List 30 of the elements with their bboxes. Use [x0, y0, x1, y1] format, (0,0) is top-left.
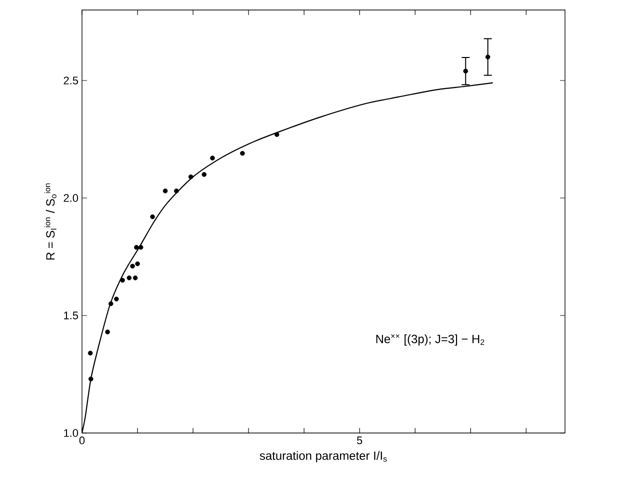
point — [132, 276, 138, 280]
point — [88, 350, 93, 356]
point — [202, 172, 207, 177]
y-tick-label: 1.5 — [64, 312, 78, 320]
point — [134, 244, 139, 250]
point — [114, 296, 119, 302]
point — [150, 214, 155, 220]
point — [485, 54, 490, 60]
point — [162, 188, 168, 194]
y-tick-label: 1.0 — [64, 429, 78, 437]
point — [463, 68, 468, 74]
point — [135, 261, 140, 266]
x-tick-label: 0 — [79, 436, 85, 444]
point — [138, 244, 144, 250]
y-tick-label: 2.5 — [64, 76, 78, 84]
y-tick-label: 2.0 — [64, 194, 78, 202]
point — [174, 188, 179, 194]
point — [274, 132, 280, 137]
point — [126, 276, 132, 280]
point — [88, 376, 94, 382]
x-tick-label: 5 — [356, 436, 362, 444]
annotation: Ne$^{××}$ [(3p); J=3] − H$_{2}$ — [376, 334, 484, 346]
point — [240, 150, 245, 156]
point — [130, 264, 135, 269]
point — [120, 278, 125, 283]
point — [105, 330, 110, 334]
point — [108, 301, 114, 306]
x-axis-title: saturation parameter I/I$_{s}$ — [260, 451, 387, 462]
point — [210, 156, 215, 160]
point — [188, 174, 194, 180]
